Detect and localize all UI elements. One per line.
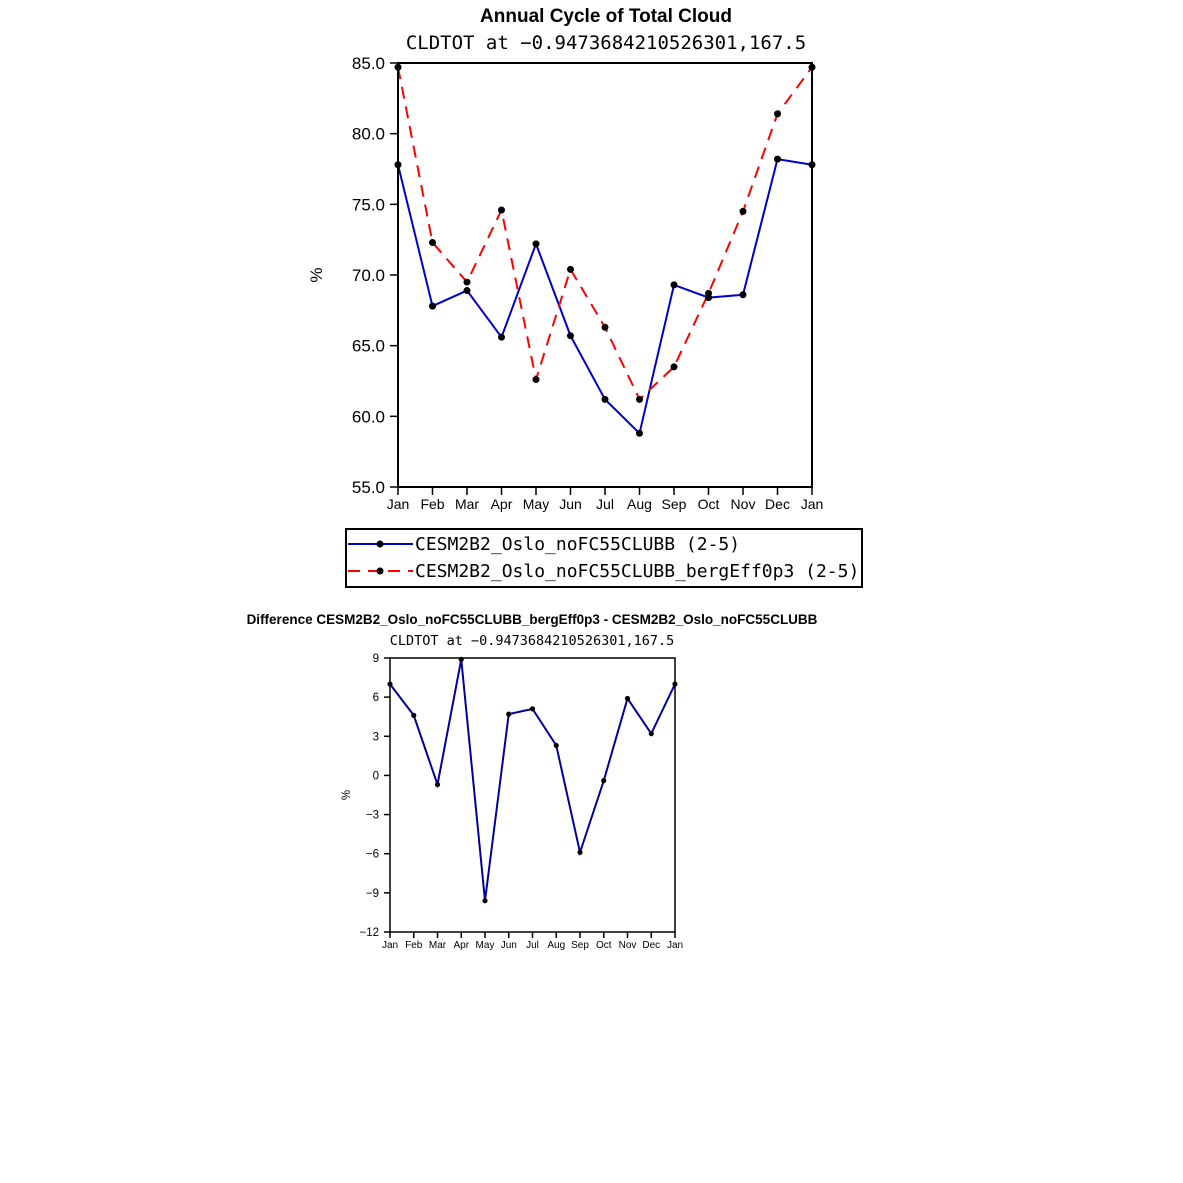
svg-text:Oct: Oct bbox=[698, 496, 720, 512]
svg-text:80.0: 80.0 bbox=[352, 125, 385, 144]
svg-text:0: 0 bbox=[373, 770, 379, 782]
svg-text:Dec: Dec bbox=[642, 940, 660, 951]
svg-text:−12: −12 bbox=[359, 927, 379, 939]
svg-text:Feb: Feb bbox=[405, 940, 423, 951]
difference-subtitle: CLDTOT at −0.9473684210526301,167.5 bbox=[389, 633, 675, 649]
svg-text:%: % bbox=[307, 267, 326, 282]
annual-cycle-plot: 55.0 60.0 65.0 70.0 75.0 80.0 85.0 Jan Feb Mar Apr… bbox=[307, 54, 824, 512]
svg-text:6: 6 bbox=[373, 692, 379, 704]
legend-line-sample-dashed-red bbox=[348, 567, 413, 575]
svg-text:85.0: 85.0 bbox=[352, 54, 385, 73]
svg-text:−6: −6 bbox=[366, 849, 379, 861]
svg-text:Nov: Nov bbox=[619, 940, 637, 951]
svg-text:Oct: Oct bbox=[596, 940, 612, 951]
difference-plot: −12 −9 −6 −3 0 3 6 9 Jan Feb Mar Apr May Jun Jul Aug Sep… bbox=[341, 653, 683, 951]
legend-item: CESM2B2_Oslo_noFC55CLUBB_bergEff0p3 (2-5… bbox=[347, 558, 861, 585]
svg-text:Feb: Feb bbox=[420, 496, 444, 512]
svg-text:Jan: Jan bbox=[667, 940, 683, 951]
svg-text:Jul: Jul bbox=[596, 496, 614, 512]
svg-text:Nov: Nov bbox=[731, 496, 756, 512]
svg-text:Mar: Mar bbox=[455, 496, 479, 512]
svg-text:May: May bbox=[523, 496, 549, 512]
legend-item: CESM2B2_Oslo_noFC55CLUBB (2-5) bbox=[347, 531, 861, 558]
svg-text:Sep: Sep bbox=[662, 496, 687, 512]
svg-text:Aug: Aug bbox=[547, 940, 565, 951]
svg-text:55.0: 55.0 bbox=[352, 478, 385, 497]
svg-text:%: % bbox=[341, 790, 353, 800]
annual-cycle-title: Annual Cycle of Total Cloud bbox=[480, 6, 732, 27]
svg-text:70.0: 70.0 bbox=[352, 266, 385, 285]
svg-text:Jan: Jan bbox=[382, 940, 398, 951]
svg-text:May: May bbox=[476, 940, 495, 951]
svg-text:60.0: 60.0 bbox=[352, 407, 385, 426]
svg-text:Aug: Aug bbox=[627, 496, 652, 512]
svg-text:Jun: Jun bbox=[501, 940, 517, 951]
svg-text:Apr: Apr bbox=[491, 496, 513, 512]
svg-text:65.0: 65.0 bbox=[352, 337, 385, 356]
svg-text:Jan: Jan bbox=[801, 496, 824, 512]
svg-text:Apr: Apr bbox=[453, 940, 469, 951]
svg-text:3: 3 bbox=[373, 731, 379, 743]
legend: CESM2B2_Oslo_noFC55CLUBB (2-5) CESM2B2_O… bbox=[345, 528, 863, 588]
svg-text:Dec: Dec bbox=[765, 496, 790, 512]
legend-label: CESM2B2_Oslo_noFC55CLUBB_bergEff0p3 (2-5… bbox=[415, 561, 860, 582]
svg-text:75.0: 75.0 bbox=[352, 195, 385, 214]
svg-text:Jun: Jun bbox=[559, 496, 582, 512]
difference-title: Difference CESM2B2_Oslo_noFC55CLUBB_berg… bbox=[246, 612, 818, 627]
svg-text:9: 9 bbox=[373, 653, 379, 665]
svg-text:Jul: Jul bbox=[526, 940, 539, 951]
legend-label: CESM2B2_Oslo_noFC55CLUBB (2-5) bbox=[415, 534, 741, 555]
svg-text:−9: −9 bbox=[366, 888, 379, 900]
legend-line-sample-solid-blue bbox=[348, 540, 413, 548]
svg-text:−3: −3 bbox=[366, 810, 379, 822]
svg-text:Jan: Jan bbox=[387, 496, 410, 512]
svg-text:Sep: Sep bbox=[571, 940, 589, 951]
annual-cycle-subtitle: CLDTOT at −0.9473684210526301,167.5 bbox=[405, 32, 807, 54]
svg-text:Mar: Mar bbox=[429, 940, 447, 951]
